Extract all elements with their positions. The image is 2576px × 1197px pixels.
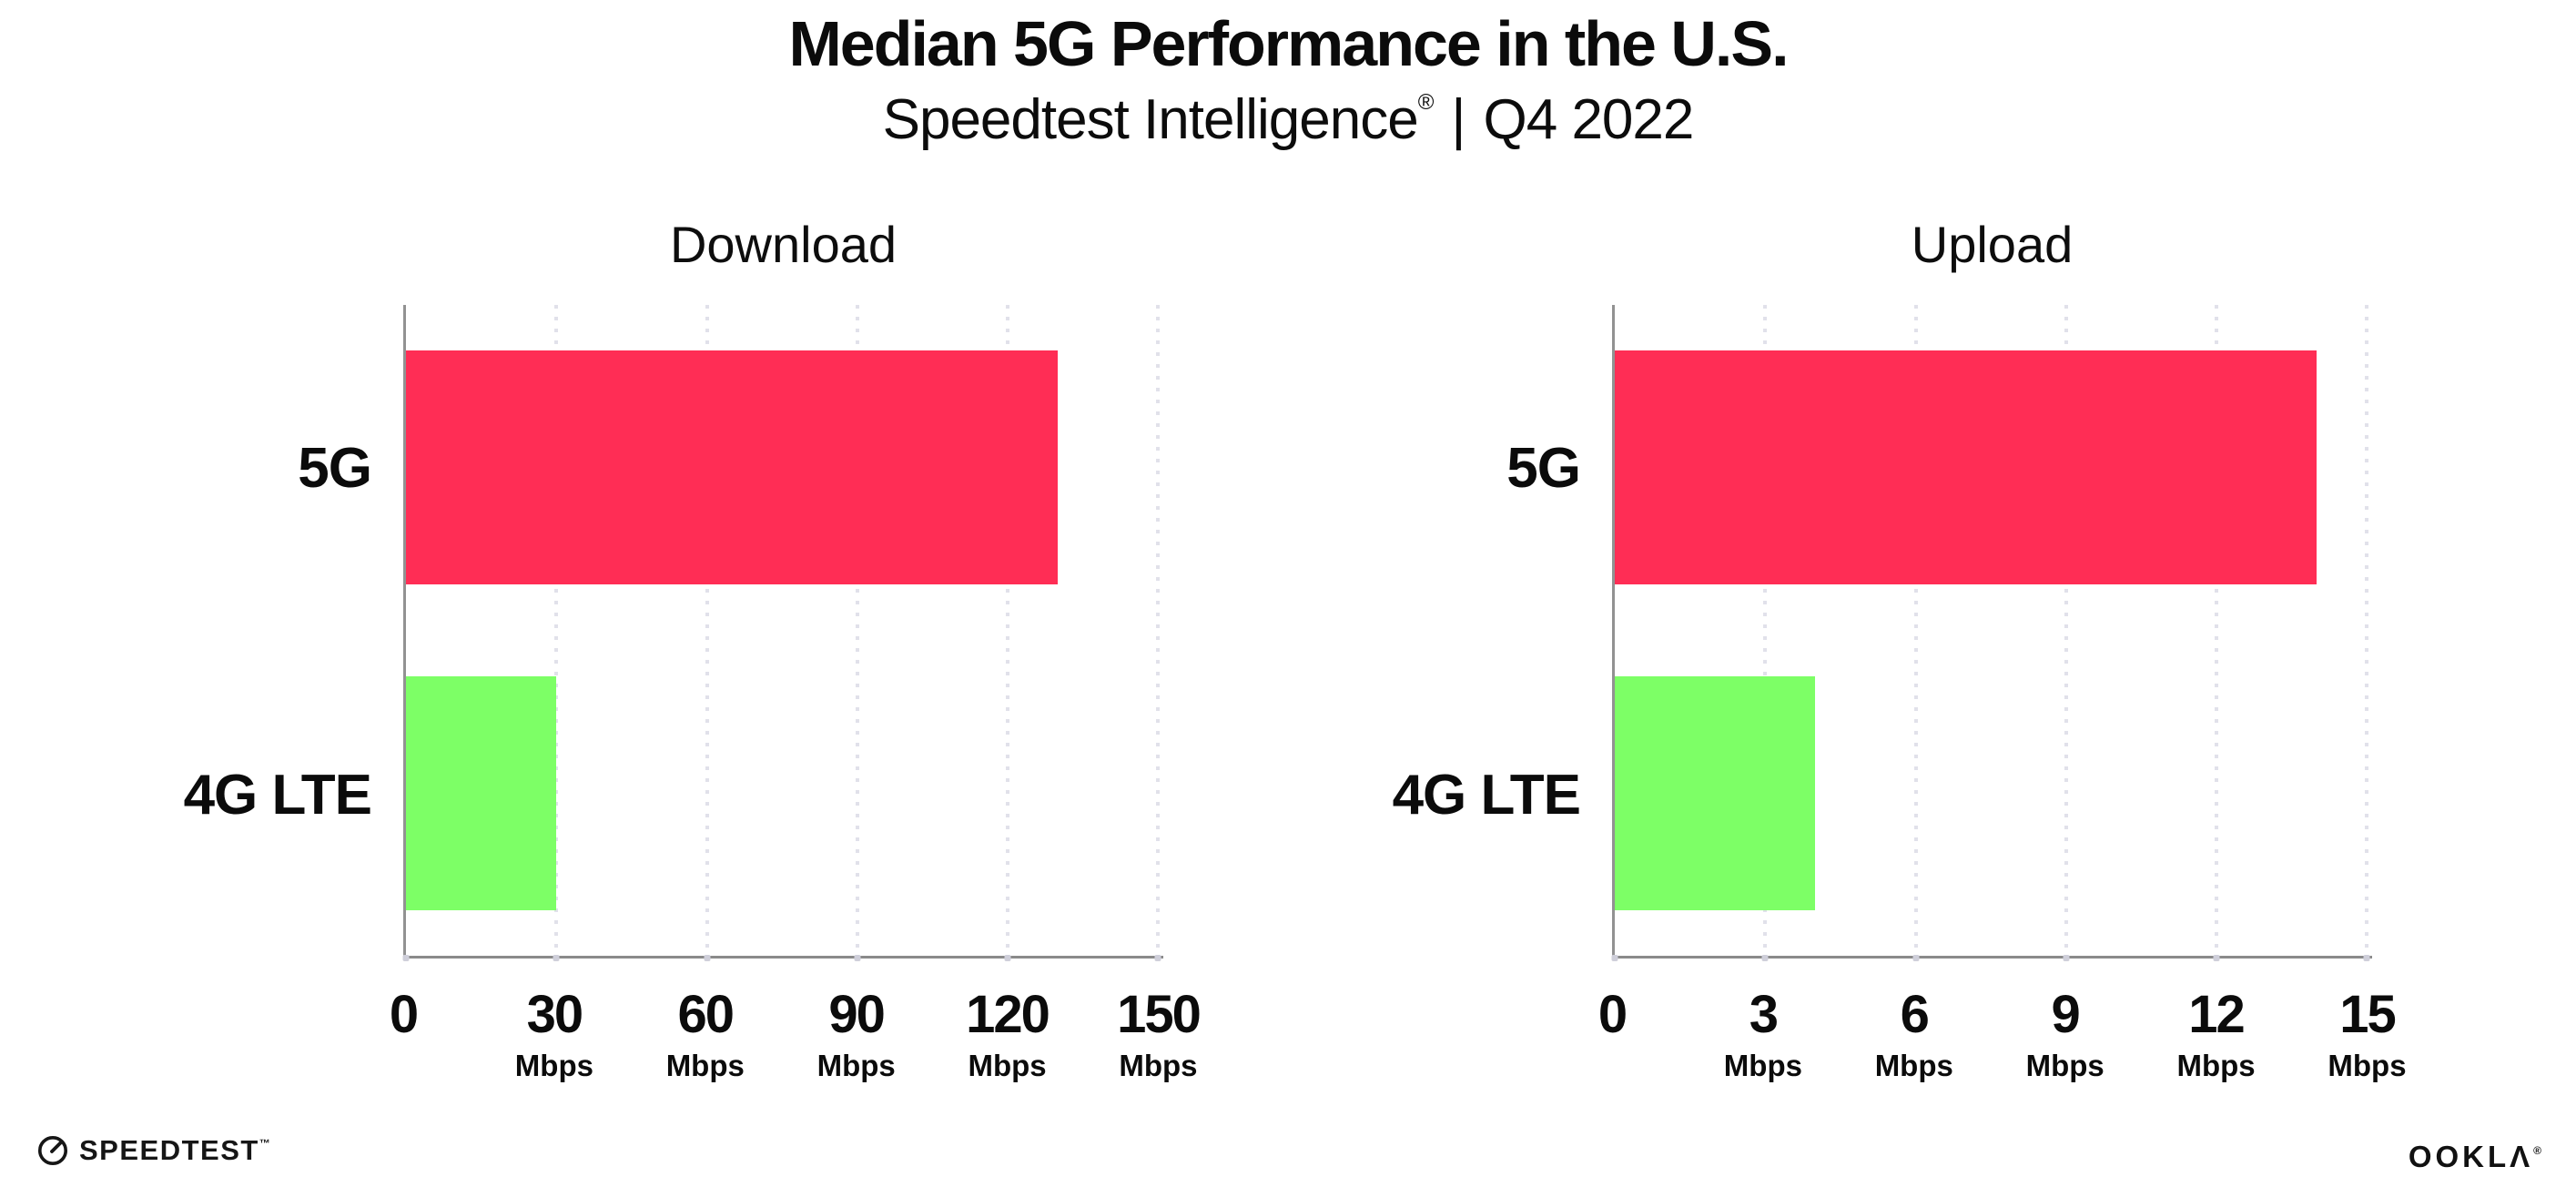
x-tick-value: 120 (966, 985, 1050, 1044)
x-tick-mark (1761, 955, 1769, 961)
bar-5g (406, 350, 1059, 585)
x-tick-label: 30 Mbps (514, 985, 593, 1082)
x-tick-value: 0 (389, 985, 419, 1044)
x-tick-mark (1004, 955, 1011, 961)
registered-mark: ® (1417, 90, 1435, 115)
x-tick-label: 150 Mbps (1117, 985, 1202, 1082)
x-tick-unit: Mbps (1723, 1049, 1802, 1082)
subtitle-period: Q4 2022 (1483, 88, 1695, 151)
x-tick-value: 15 (2339, 985, 2397, 1044)
x-tick-label: 12 Mbps (2176, 985, 2256, 1082)
x-tick-value: 3 (1749, 985, 1779, 1044)
x-tick-mark (2363, 955, 2370, 961)
x-tick-unit: Mbps (665, 1049, 745, 1082)
x-tick-label: 120 Mbps (966, 985, 1050, 1082)
bar-4g-lte (406, 675, 557, 910)
x-tick-label: 60 Mbps (665, 985, 745, 1082)
x-tick-mark (854, 955, 861, 961)
subtitle-separator: | (1451, 88, 1465, 151)
registered-mark: ® (2533, 1144, 2541, 1157)
x-gridline (2064, 305, 2068, 956)
x-tick-value: 12 (2188, 985, 2246, 1044)
x-tick-mark (402, 955, 410, 961)
download-chart-title: Download (669, 216, 898, 273)
ookla-wordmark: OOKLΛ (2408, 1140, 2534, 1173)
x-tick-unit: Mbps (816, 1049, 896, 1082)
x-gridline (705, 305, 709, 956)
category-label-5g: 5G (1506, 437, 1581, 500)
x-tick-value: 6 (1900, 985, 1930, 1044)
x-gridline (554, 305, 559, 956)
download-x-axis: 0 30 Mbps 60 Mbps 90 Mbps 120 Mbps 150 Mbps (390, 985, 1202, 1107)
upload-plot-area (1611, 305, 2372, 961)
x-tick-unit: Mbps (2328, 1049, 2407, 1082)
x-tick-unit: Mbps (2025, 1049, 2104, 1082)
x-tick-unit: Mbps (968, 1049, 1047, 1082)
x-tick-mark (1611, 955, 1618, 961)
page-title: Median 5G Performance in the U.S. (788, 8, 1789, 79)
speedtest-logo: SPEEDTEST™ (36, 1134, 270, 1167)
category-label-4g-lte: 4G LTE (1392, 764, 1581, 827)
x-tick-mark (2213, 955, 2220, 961)
x-tick-label: 15 Mbps (2328, 985, 2407, 1082)
x-gridline (2365, 305, 2369, 956)
x-tick-label: 0 (1597, 985, 1628, 1044)
x-tick-unit: Mbps (2176, 1049, 2256, 1082)
speedtest-wordmark: SPEEDTEST™ (79, 1134, 270, 1166)
upload-chart-panel: Upload 0 3 Mbps 6 Mbps 9 Mbps 12 Mbps 15 Mbps 5G 4G… (1300, 209, 2483, 1111)
category-label-5g: 5G (298, 437, 372, 500)
bar-5g (1615, 350, 2317, 585)
trademark-symbol: ™ (259, 1137, 270, 1150)
x-tick-mark (2063, 955, 2070, 961)
x-tick-value: 0 (1597, 985, 1628, 1044)
x-tick-value: 60 (677, 985, 735, 1044)
x-gridline (2215, 305, 2219, 956)
x-tick-mark (553, 955, 560, 961)
speedtest-gauge-icon (38, 1136, 67, 1165)
x-tick-label: 6 Mbps (1874, 985, 1953, 1082)
x-tick-label: 3 Mbps (1723, 985, 1802, 1082)
x-gridline (855, 305, 859, 956)
ookla-logo: OOKLΛ® (2409, 1140, 2541, 1174)
x-tick-unit: Mbps (1874, 1049, 1953, 1082)
x-tick-label: 90 Mbps (816, 985, 896, 1082)
x-tick-value: 9 (2051, 985, 2081, 1044)
x-gridline (1763, 305, 1768, 956)
x-tick-value: 90 (828, 985, 886, 1044)
x-tick-unit: Mbps (514, 1049, 593, 1082)
x-tick-mark (1912, 955, 1920, 961)
x-tick-mark (704, 955, 711, 961)
x-tick-unit: Mbps (1119, 1049, 1198, 1082)
x-tick-label: 9 Mbps (2025, 985, 2104, 1082)
upload-x-axis: 0 3 Mbps 6 Mbps 9 Mbps 12 Mbps 15 Mbps (1598, 985, 2407, 1107)
x-tick-label: 0 (389, 985, 419, 1044)
x-gridline (1913, 305, 1918, 956)
x-gridline (1156, 305, 1161, 956)
x-tick-value: 150 (1117, 985, 1202, 1044)
x-tick-value: 30 (526, 985, 584, 1044)
page-subtitle: Speedtest Intelligence® | Q4 2022 (0, 87, 2576, 152)
x-gridline (1006, 305, 1010, 956)
upload-chart-title: Upload (1911, 216, 2074, 273)
bar-4g-lte (1615, 675, 1816, 910)
download-plot-area (402, 305, 1163, 961)
subtitle-brand: Speedtest Intelligence (882, 88, 1419, 151)
category-label-4g-lte: 4G LTE (183, 764, 372, 827)
download-chart-panel: Download 0 30 Mbps 60 Mbps 90 Mbps 120 Mbps 150 Mb… (91, 209, 1274, 1111)
x-tick-mark (1154, 955, 1161, 961)
